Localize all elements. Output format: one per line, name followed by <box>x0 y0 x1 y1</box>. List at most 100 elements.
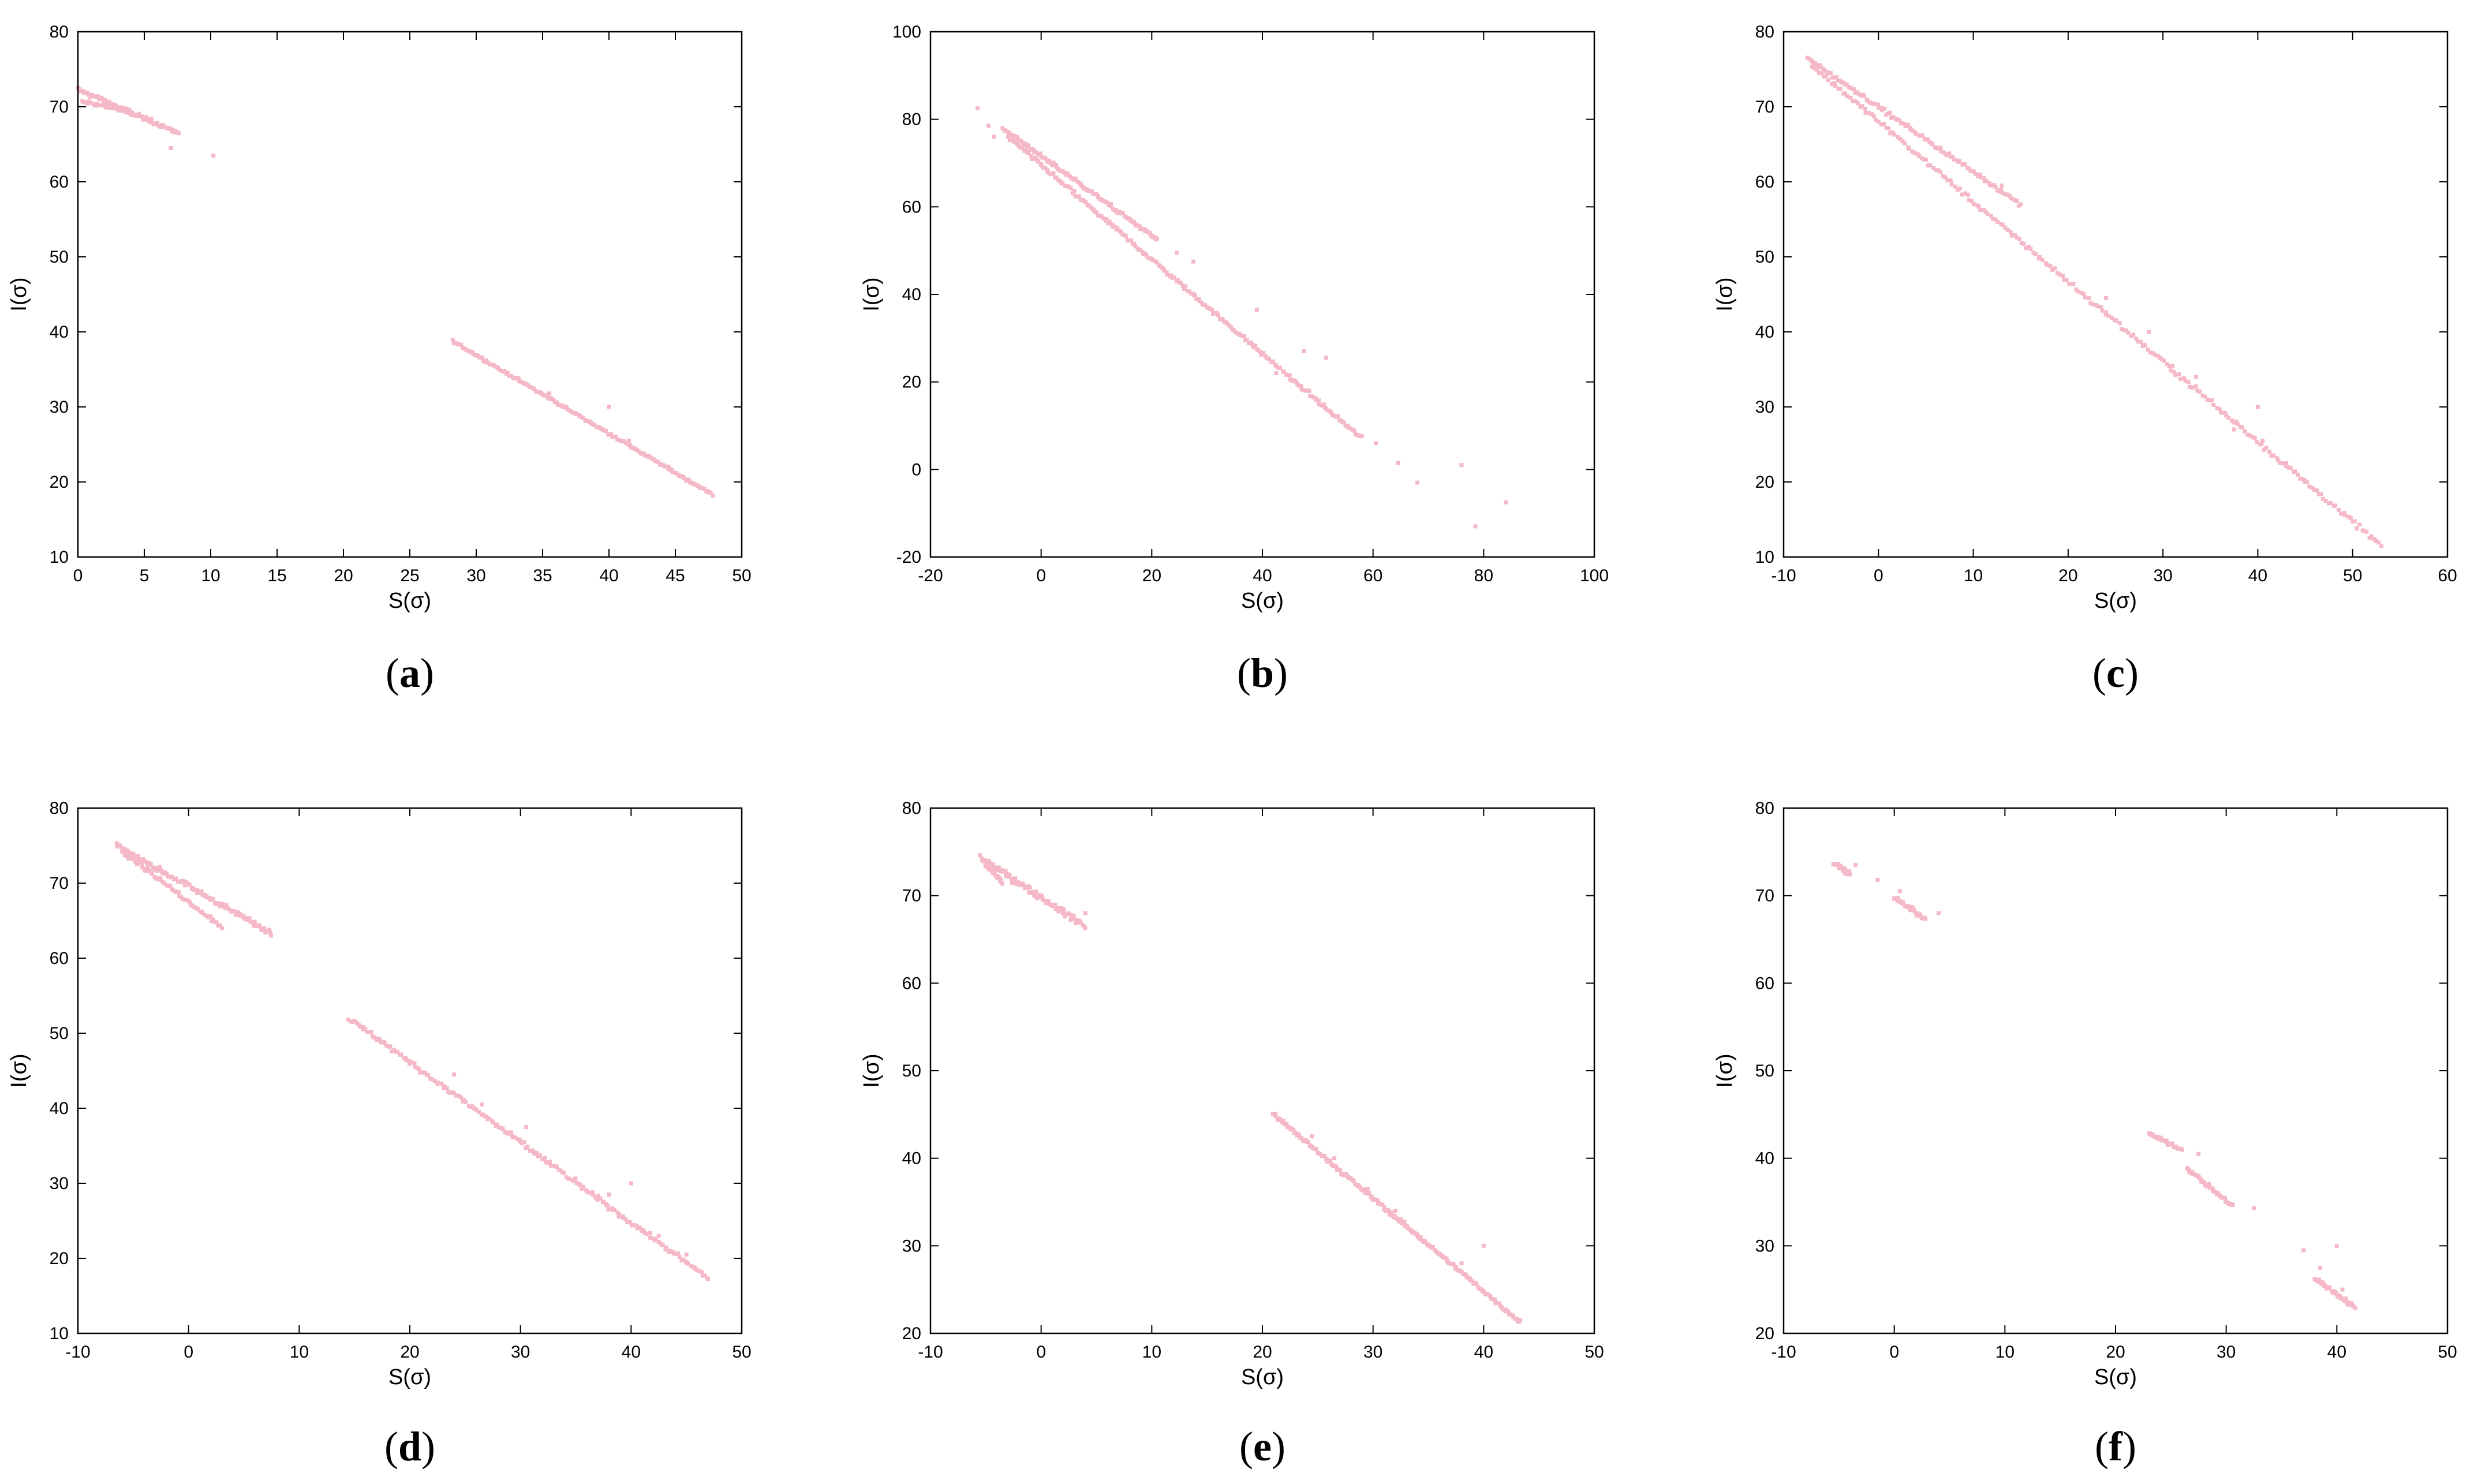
data-point <box>2316 1280 2321 1284</box>
data-point <box>1161 266 1165 271</box>
data-point <box>1078 920 1083 925</box>
data-point <box>1110 225 1115 229</box>
data-point <box>2170 1141 2175 1146</box>
data-point <box>2109 316 2114 320</box>
data-point <box>1367 1191 1371 1195</box>
data-point <box>1352 428 1356 433</box>
data-point <box>1338 1168 1343 1173</box>
data-point <box>607 432 611 437</box>
data-point <box>354 1021 359 1025</box>
data-point <box>138 114 143 118</box>
data-point <box>609 432 614 436</box>
data-point <box>1978 208 1983 212</box>
data-point <box>375 1038 379 1042</box>
data-point <box>506 1131 510 1136</box>
data-point <box>2008 230 2013 234</box>
data-point <box>702 487 707 491</box>
data-point <box>1888 131 1893 136</box>
data-point <box>143 868 148 873</box>
data-point <box>671 1251 676 1256</box>
data-point <box>2307 484 2312 489</box>
data-point <box>1912 151 1917 155</box>
y-axis-label: I(σ) <box>1713 277 1737 311</box>
y-axis-label: I(σ) <box>7 277 31 311</box>
data-point <box>176 890 181 895</box>
data-point <box>1287 373 1292 377</box>
data-point <box>573 1176 578 1181</box>
data-point <box>136 854 141 858</box>
data-point <box>1848 872 1852 877</box>
data-point <box>2374 539 2378 543</box>
data-point <box>1217 317 1222 322</box>
x-tick-label: 30 <box>2153 566 2172 585</box>
data-point <box>670 469 675 474</box>
data-point <box>1855 101 1860 106</box>
data-point <box>1900 121 1904 126</box>
data-point <box>1400 1221 1404 1226</box>
data-point <box>1059 906 1064 911</box>
data-point <box>2190 385 2195 390</box>
data-point <box>2352 519 2357 524</box>
data-point <box>2211 402 2216 407</box>
data-point <box>2243 429 2247 433</box>
data-point <box>220 926 225 930</box>
data-point <box>176 130 181 135</box>
x-tick-label: 10 <box>201 566 220 585</box>
data-point <box>2060 274 2065 278</box>
data-point <box>1115 226 1120 231</box>
data-point <box>1924 158 1929 162</box>
data-point <box>267 928 271 932</box>
x-tick-label: -10 <box>65 1343 90 1362</box>
data-point <box>644 1232 649 1236</box>
x-tick-label: 10 <box>290 1343 309 1362</box>
data-point <box>1974 172 1978 177</box>
y-tick-label: 60 <box>902 197 921 216</box>
data-point <box>1845 94 1849 99</box>
data-point <box>1504 500 1508 504</box>
data-point <box>1062 907 1066 912</box>
data-point <box>1922 157 1926 162</box>
data-point <box>1053 902 1057 907</box>
data-point <box>1497 1301 1502 1306</box>
y-tick-label: 40 <box>1755 1149 1774 1168</box>
data-point <box>2232 420 2236 425</box>
data-point <box>711 494 715 498</box>
data-point <box>2286 465 2290 470</box>
data-point <box>1263 353 1268 358</box>
data-point <box>1083 926 1087 930</box>
data-point <box>1299 1135 1304 1140</box>
data-point <box>1343 424 1348 428</box>
data-point <box>451 1091 456 1096</box>
data-point <box>1346 423 1350 428</box>
data-point <box>2281 461 2286 466</box>
panel-caption-e: (e) <box>1239 1423 1285 1470</box>
data-point <box>1380 1202 1385 1207</box>
data-point <box>1281 369 1286 374</box>
data-point <box>1284 1122 1289 1126</box>
data-point <box>1273 1114 1278 1119</box>
data-point <box>1026 151 1031 155</box>
y-tick-label: 70 <box>902 887 921 906</box>
data-point <box>112 106 117 110</box>
data-point <box>81 100 86 104</box>
data-point <box>1328 1158 1333 1163</box>
data-point <box>222 906 227 910</box>
data-point <box>2317 492 2322 496</box>
data-point <box>104 105 109 110</box>
data-point <box>1897 889 1902 894</box>
data-point <box>1083 200 1088 204</box>
x-tick-label: 80 <box>1474 566 1493 585</box>
x-tick-label: 20 <box>1253 1343 1272 1362</box>
y-tick-label: 80 <box>1755 23 1774 42</box>
data-point <box>1242 334 1247 338</box>
x-tick-label: 50 <box>2343 566 2362 585</box>
data-point <box>2250 435 2255 439</box>
data-point <box>1179 281 1183 285</box>
data-point <box>350 1020 354 1025</box>
y-tick-label: 20 <box>902 373 921 392</box>
data-point <box>261 926 266 930</box>
data-point <box>1953 184 1957 189</box>
data-point <box>616 1214 621 1219</box>
data-point <box>2159 357 2164 361</box>
data-point <box>1154 236 1159 241</box>
